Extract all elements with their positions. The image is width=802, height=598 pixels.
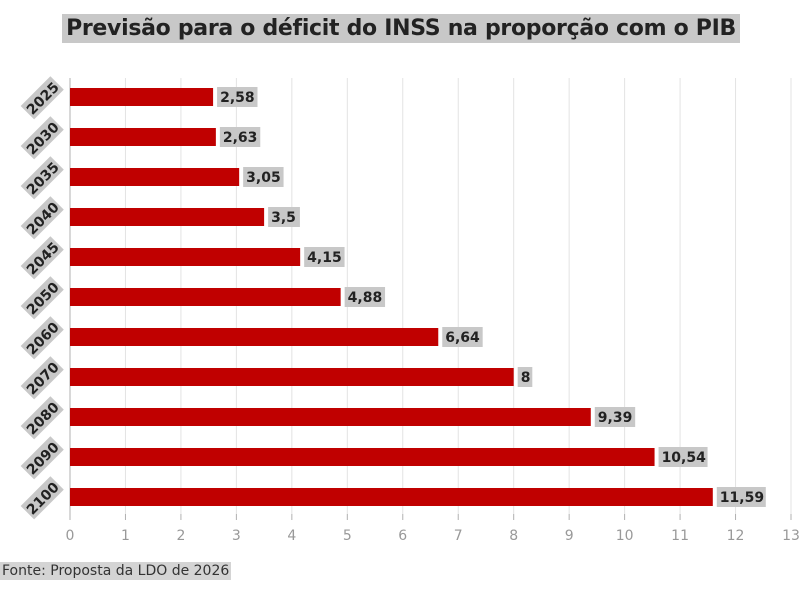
data-label-bg xyxy=(517,367,533,387)
x-tick-label: 4 xyxy=(287,528,296,544)
data-label: 8 xyxy=(521,370,531,386)
data-label: 3,5 xyxy=(271,210,296,226)
x-tick-label: 8 xyxy=(509,528,518,544)
data-label: 4,15 xyxy=(307,250,342,266)
x-tick-label: 2 xyxy=(176,528,185,544)
category-label-group: 2060 xyxy=(20,316,64,360)
x-tick-label: 12 xyxy=(727,528,745,544)
x-tick-label: 6 xyxy=(398,528,407,544)
category-label-group: 2090 xyxy=(20,436,64,480)
data-label-bg xyxy=(304,247,345,267)
bar xyxy=(70,168,240,186)
data-label: 4,88 xyxy=(348,290,383,306)
category-label-group: 2035 xyxy=(20,156,64,200)
data-label-bg xyxy=(217,87,258,107)
bar xyxy=(70,288,341,306)
category-label-group: 2070 xyxy=(20,356,64,400)
category-label-bg xyxy=(20,436,64,480)
x-tick-label: 9 xyxy=(565,528,574,544)
category-label-group: 2050 xyxy=(20,276,64,320)
x-tick-label: 7 xyxy=(454,528,463,544)
x-tick-label: 3 xyxy=(232,528,241,544)
category-label-bg xyxy=(20,356,64,400)
data-label-bg xyxy=(268,207,300,227)
bars: 2,58 2,63 3,05 3,5 4,15 4,88 6,64 8 9,39 10,54 11,… xyxy=(70,87,766,507)
bar xyxy=(70,448,655,466)
data-label: 2,58 xyxy=(220,90,255,106)
x-tick-label: 1 xyxy=(121,528,130,544)
category-label-group: 2045 xyxy=(20,236,64,280)
category-label-bg xyxy=(20,396,64,440)
bar xyxy=(70,488,713,506)
chart-title-wrap: Previsão para o déficit do INSS na propo… xyxy=(0,14,802,43)
x-tick-label: 5 xyxy=(343,528,352,544)
data-label-bg xyxy=(442,327,483,347)
category-label-group: 2080 xyxy=(20,396,64,440)
data-label: 11,59 xyxy=(720,490,764,506)
category-label-bg xyxy=(20,236,64,280)
category-label-bg xyxy=(20,196,64,240)
category-label-bg xyxy=(20,156,64,200)
data-label-bg xyxy=(594,407,636,427)
category-label-group: 2030 xyxy=(20,116,64,160)
category-label-bg xyxy=(20,276,64,320)
category-label-group: 2100 xyxy=(20,476,64,520)
bar xyxy=(70,208,265,226)
x-tick-labels: 0 1 2 3 4 5 6 7 8 9 10 11 12 13 xyxy=(66,528,800,544)
bar xyxy=(70,88,214,106)
category-label-bg xyxy=(20,76,64,120)
x-tick-label: 0 xyxy=(66,528,75,544)
category-label-group: 2040 xyxy=(20,196,64,240)
data-label: 10,54 xyxy=(662,450,707,466)
data-label: 3,05 xyxy=(246,170,281,186)
chart-title: Previsão para o déficit do INSS na propo… xyxy=(62,14,740,43)
data-label: 9,39 xyxy=(598,410,633,426)
bar xyxy=(70,328,439,346)
source-note: Fonte: Proposta da LDO de 2026 xyxy=(0,562,232,580)
data-label-bg xyxy=(243,167,284,187)
category-label-group: 2025 xyxy=(20,76,64,120)
data-label-bg xyxy=(219,127,261,147)
bar xyxy=(70,368,514,386)
data-label-bg xyxy=(658,447,708,467)
bar xyxy=(70,408,591,426)
data-label: 2,63 xyxy=(223,130,258,146)
category-labels: 2025203020352040204520502060207020802090… xyxy=(20,76,64,520)
category-label-bg xyxy=(20,316,64,360)
data-label-bg xyxy=(716,487,766,507)
bar xyxy=(70,128,216,146)
category-label-bg xyxy=(20,476,64,520)
bar xyxy=(70,248,301,266)
category-label-bg xyxy=(20,116,64,160)
x-tick-label: 10 xyxy=(616,528,634,544)
x-tick-label: 13 xyxy=(782,528,800,544)
data-label: 6,64 xyxy=(445,330,480,346)
data-label-bg xyxy=(344,287,386,307)
x-tick-label: 11 xyxy=(671,528,689,544)
